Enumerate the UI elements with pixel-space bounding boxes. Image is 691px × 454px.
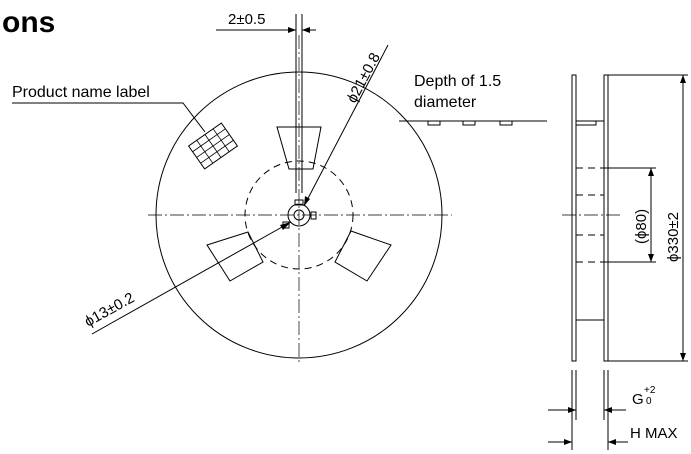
flange-right [603, 74, 609, 362]
flange-left [571, 74, 577, 362]
arrow-head [608, 439, 616, 445]
arrow-head [280, 222, 291, 230]
label-hatch [196, 140, 214, 164]
label-hatch [212, 128, 230, 152]
keyway-right [310, 211, 317, 220]
depth-notch [575, 120, 597, 126]
arrow-head [302, 27, 310, 33]
product-label-text: Product name label [12, 84, 150, 101]
arrow-head [564, 439, 572, 445]
hmax-label: H MAX [630, 425, 678, 442]
arrow-head [304, 196, 310, 206]
width-tolerance-label: 2±0.5 [228, 11, 265, 28]
g-label: G [632, 391, 644, 408]
dia21-label: ϕ21±0.8 [344, 50, 384, 106]
arrow-head [648, 254, 654, 262]
product-label-area [187, 122, 239, 170]
depth-label-line1: Depth of 1.5 [414, 73, 501, 90]
arrow-head [680, 75, 686, 83]
arrow-head [680, 353, 686, 361]
depth-label-line2: diameter [414, 94, 477, 111]
dia330-label: ϕ330±2 [665, 212, 682, 262]
depth-mark [427, 120, 441, 126]
reel-front-view: Product name label 2±0.5 ϕ21±0.8 ϕ13±0.2… [12, 11, 547, 365]
section-heading: ons [2, 6, 55, 39]
dia21-leader [303, 44, 389, 207]
reel-side-view: (ϕ80) ϕ330±2 G +2 0 H MAX [548, 74, 688, 450]
window-cutout-right [334, 230, 392, 282]
g-tolerance-lower: 0 [646, 396, 652, 407]
dia80-label: (ϕ80) [633, 209, 650, 244]
window-cutout-left [206, 231, 264, 282]
window-cutout-top [276, 126, 322, 170]
product-label-leader [12, 102, 206, 133]
arrow-head [288, 27, 296, 33]
dia13-leader [91, 221, 292, 335]
g-tolerance-upper: +2 [644, 385, 656, 396]
arrow-head [648, 168, 654, 176]
depth-mark [499, 120, 513, 126]
label-hatch [204, 134, 222, 158]
depth-mark [462, 120, 476, 126]
